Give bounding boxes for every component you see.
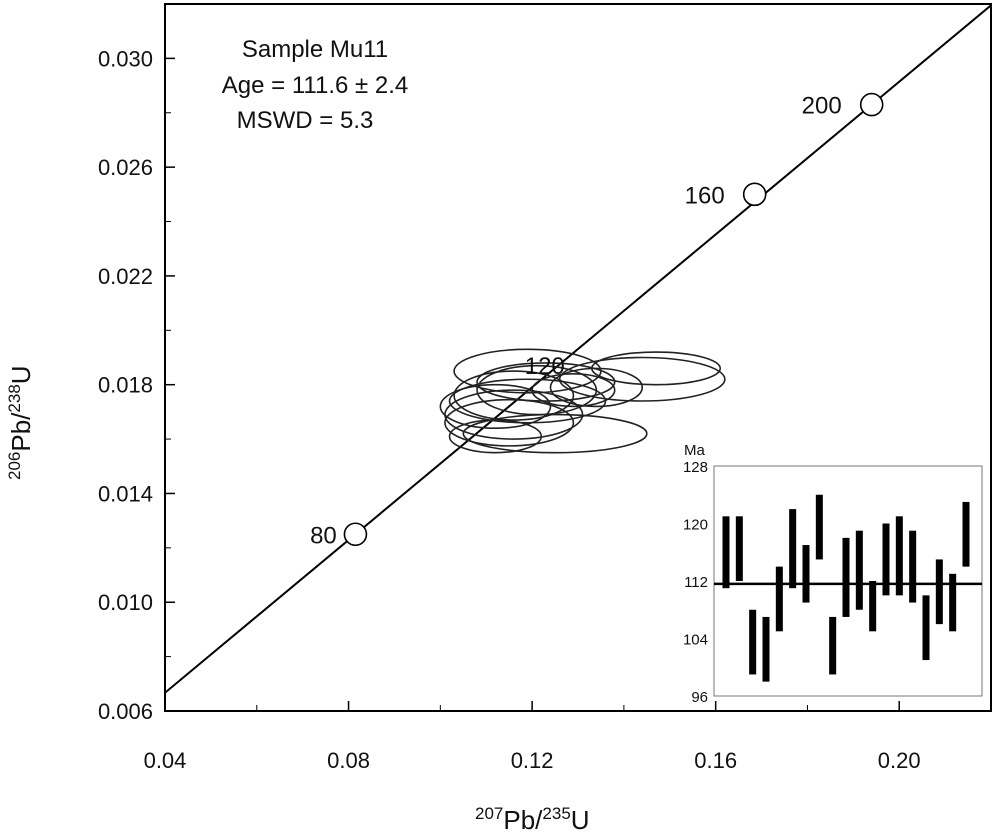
age-marker-200	[859, 92, 884, 117]
y-axis-title: 206Pb/238U	[5, 365, 36, 480]
inset-age-bar	[762, 616, 770, 682]
error-ellipse	[558, 356, 726, 402]
inset-age-bars	[722, 494, 970, 682]
inset-age-bar	[789, 509, 797, 589]
error-ellipse	[549, 367, 644, 408]
x-axis-title-sup2: 235	[542, 804, 570, 823]
annotation-mswd: MSWD = 5.3	[237, 107, 374, 134]
y-axis-title-sup2: 238	[5, 384, 24, 412]
inset-age-bar	[749, 609, 757, 675]
x-axis-title: 207Pb/235U	[475, 804, 590, 835]
error-ellipse	[531, 373, 616, 408]
age-marker-80	[343, 522, 368, 547]
y-tick-label: 0.022	[98, 264, 153, 289]
inset-age-bar	[802, 545, 810, 603]
inset-age-bar	[855, 530, 863, 610]
inset-age-bar	[882, 523, 890, 596]
x-tick-label: 0.16	[694, 748, 737, 773]
age-label-120: 120	[525, 353, 565, 380]
error-ellipse	[448, 419, 543, 454]
inset-age-bar	[829, 616, 837, 675]
x-axis-ticks: 0.04 0.08 0.12 0.16 0.20	[144, 701, 921, 773]
y-tick-label: 0.014	[98, 481, 153, 506]
concordia-curve	[165, 4, 991, 695]
inset-age-plot: Ma 96 104 112 120 128	[683, 442, 983, 706]
inset-y-tick-label: 128	[683, 459, 708, 476]
inset-age-bar	[935, 559, 943, 625]
error-ellipse	[453, 348, 602, 394]
age-marker-160	[742, 182, 767, 207]
x-tick-label: 0.20	[878, 748, 921, 773]
x-tick-label: 0.08	[327, 748, 370, 773]
x-tick-label: 0.04	[144, 748, 187, 773]
y-tick-label: 0.030	[98, 46, 153, 71]
inset-age-bar	[735, 516, 743, 581]
x-tick-label: 0.12	[511, 748, 554, 773]
error-ellipse	[444, 398, 575, 447]
inset-age-bar	[815, 494, 823, 560]
inset-age-bar	[949, 573, 957, 632]
y-axis-ticks: 0.006 0.010 0.014 0.018 0.022 0.026 0.030	[98, 46, 175, 724]
y-axis-title-base1: Pb/	[6, 412, 36, 452]
annotation-sample: Sample Mu11	[242, 36, 388, 63]
error-ellipse	[453, 370, 575, 421]
inset-y-tick-label: 96	[691, 689, 708, 706]
age-markers: 80 120 160 200	[310, 92, 884, 549]
error-ellipse	[476, 362, 616, 402]
x-axis-title-base1: Pb/	[503, 805, 543, 835]
inset-y-ticks: 96 104 112 120 128	[683, 459, 708, 706]
error-ellipse	[439, 383, 552, 430]
inset-age-bar	[909, 530, 917, 603]
age-label-200: 200	[802, 93, 842, 120]
annotation-age: Age = 111.6 ± 2.4	[222, 72, 408, 99]
inset-age-bar	[869, 581, 877, 632]
inset-age-bar	[895, 516, 903, 596]
y-tick-label: 0.010	[98, 590, 153, 615]
error-ellipses	[439, 348, 726, 454]
error-ellipse	[476, 364, 598, 416]
inset-y-tick-label: 104	[683, 632, 708, 649]
y-tick-label: 0.026	[98, 155, 153, 180]
age-label-80: 80	[310, 522, 337, 549]
x-axis-title-base2: U	[571, 805, 590, 835]
inset-age-bar	[922, 595, 930, 661]
y-tick-label: 0.006	[98, 699, 153, 724]
error-ellipse	[462, 413, 648, 454]
inset-age-bar	[962, 501, 970, 567]
x-axis-title-sup1: 207	[475, 804, 503, 823]
inset-unit-label: Ma	[684, 442, 705, 459]
age-label-160: 160	[685, 182, 725, 209]
inset-y-tick-label: 120	[683, 517, 708, 534]
y-tick-label: 0.018	[98, 373, 153, 398]
inset-age-bar	[722, 516, 730, 589]
y-axis-title-sup1: 206	[5, 452, 24, 480]
inset-age-bar	[842, 537, 850, 617]
inset-age-bar	[775, 566, 783, 632]
inset-y-tick-label: 112	[684, 574, 708, 591]
y-axis-title-base2: U	[6, 365, 36, 384]
